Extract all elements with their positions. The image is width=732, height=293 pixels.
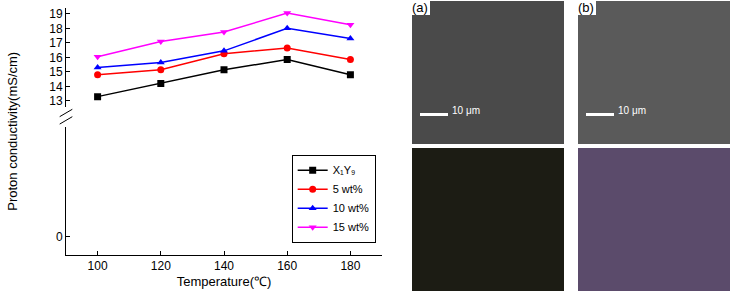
html-text:(b): (b) (578, 0, 594, 15)
svg-text:0: 0 (56, 230, 63, 244)
svg-text:10 wt%: 10 wt% (333, 202, 369, 214)
svg-text:19: 19 (49, 7, 63, 21)
svg-text:18: 18 (49, 22, 63, 36)
html-text:(a): (a) (412, 0, 428, 15)
svg-text:16: 16 (49, 51, 63, 65)
svg-text:100: 100 (88, 259, 108, 273)
svg-text:14: 14 (49, 80, 63, 94)
html-text:10 μm: 10 μm (618, 105, 646, 116)
svg-text:Proton conductivity(mS/cm): Proton conductivity(mS/cm) (5, 52, 20, 211)
svg-text:15: 15 (49, 65, 63, 79)
svg-text:X₁Y₉: X₁Y₉ (333, 164, 356, 176)
svg-text:5 wt%: 5 wt% (333, 183, 363, 195)
svg-text:13: 13 (49, 94, 63, 108)
svg-text:160: 160 (277, 259, 297, 273)
svg-text:120: 120 (151, 259, 171, 273)
svg-text:Temperature(℃): Temperature(℃) (177, 274, 272, 289)
svg-text:140: 140 (214, 259, 234, 273)
html-text:10 μm: 10 μm (452, 105, 480, 116)
svg-text:15 wt%: 15 wt% (333, 221, 369, 233)
svg-text:180: 180 (340, 259, 360, 273)
svg-text:17: 17 (49, 36, 63, 50)
